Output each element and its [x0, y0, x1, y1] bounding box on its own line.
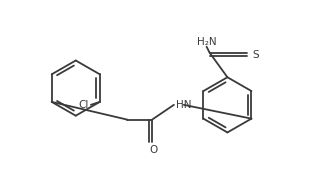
- Text: Cl: Cl: [79, 100, 89, 110]
- Text: HN: HN: [176, 100, 191, 110]
- Text: H₂N: H₂N: [197, 37, 216, 47]
- Text: S: S: [252, 50, 259, 60]
- Text: O: O: [149, 145, 157, 155]
